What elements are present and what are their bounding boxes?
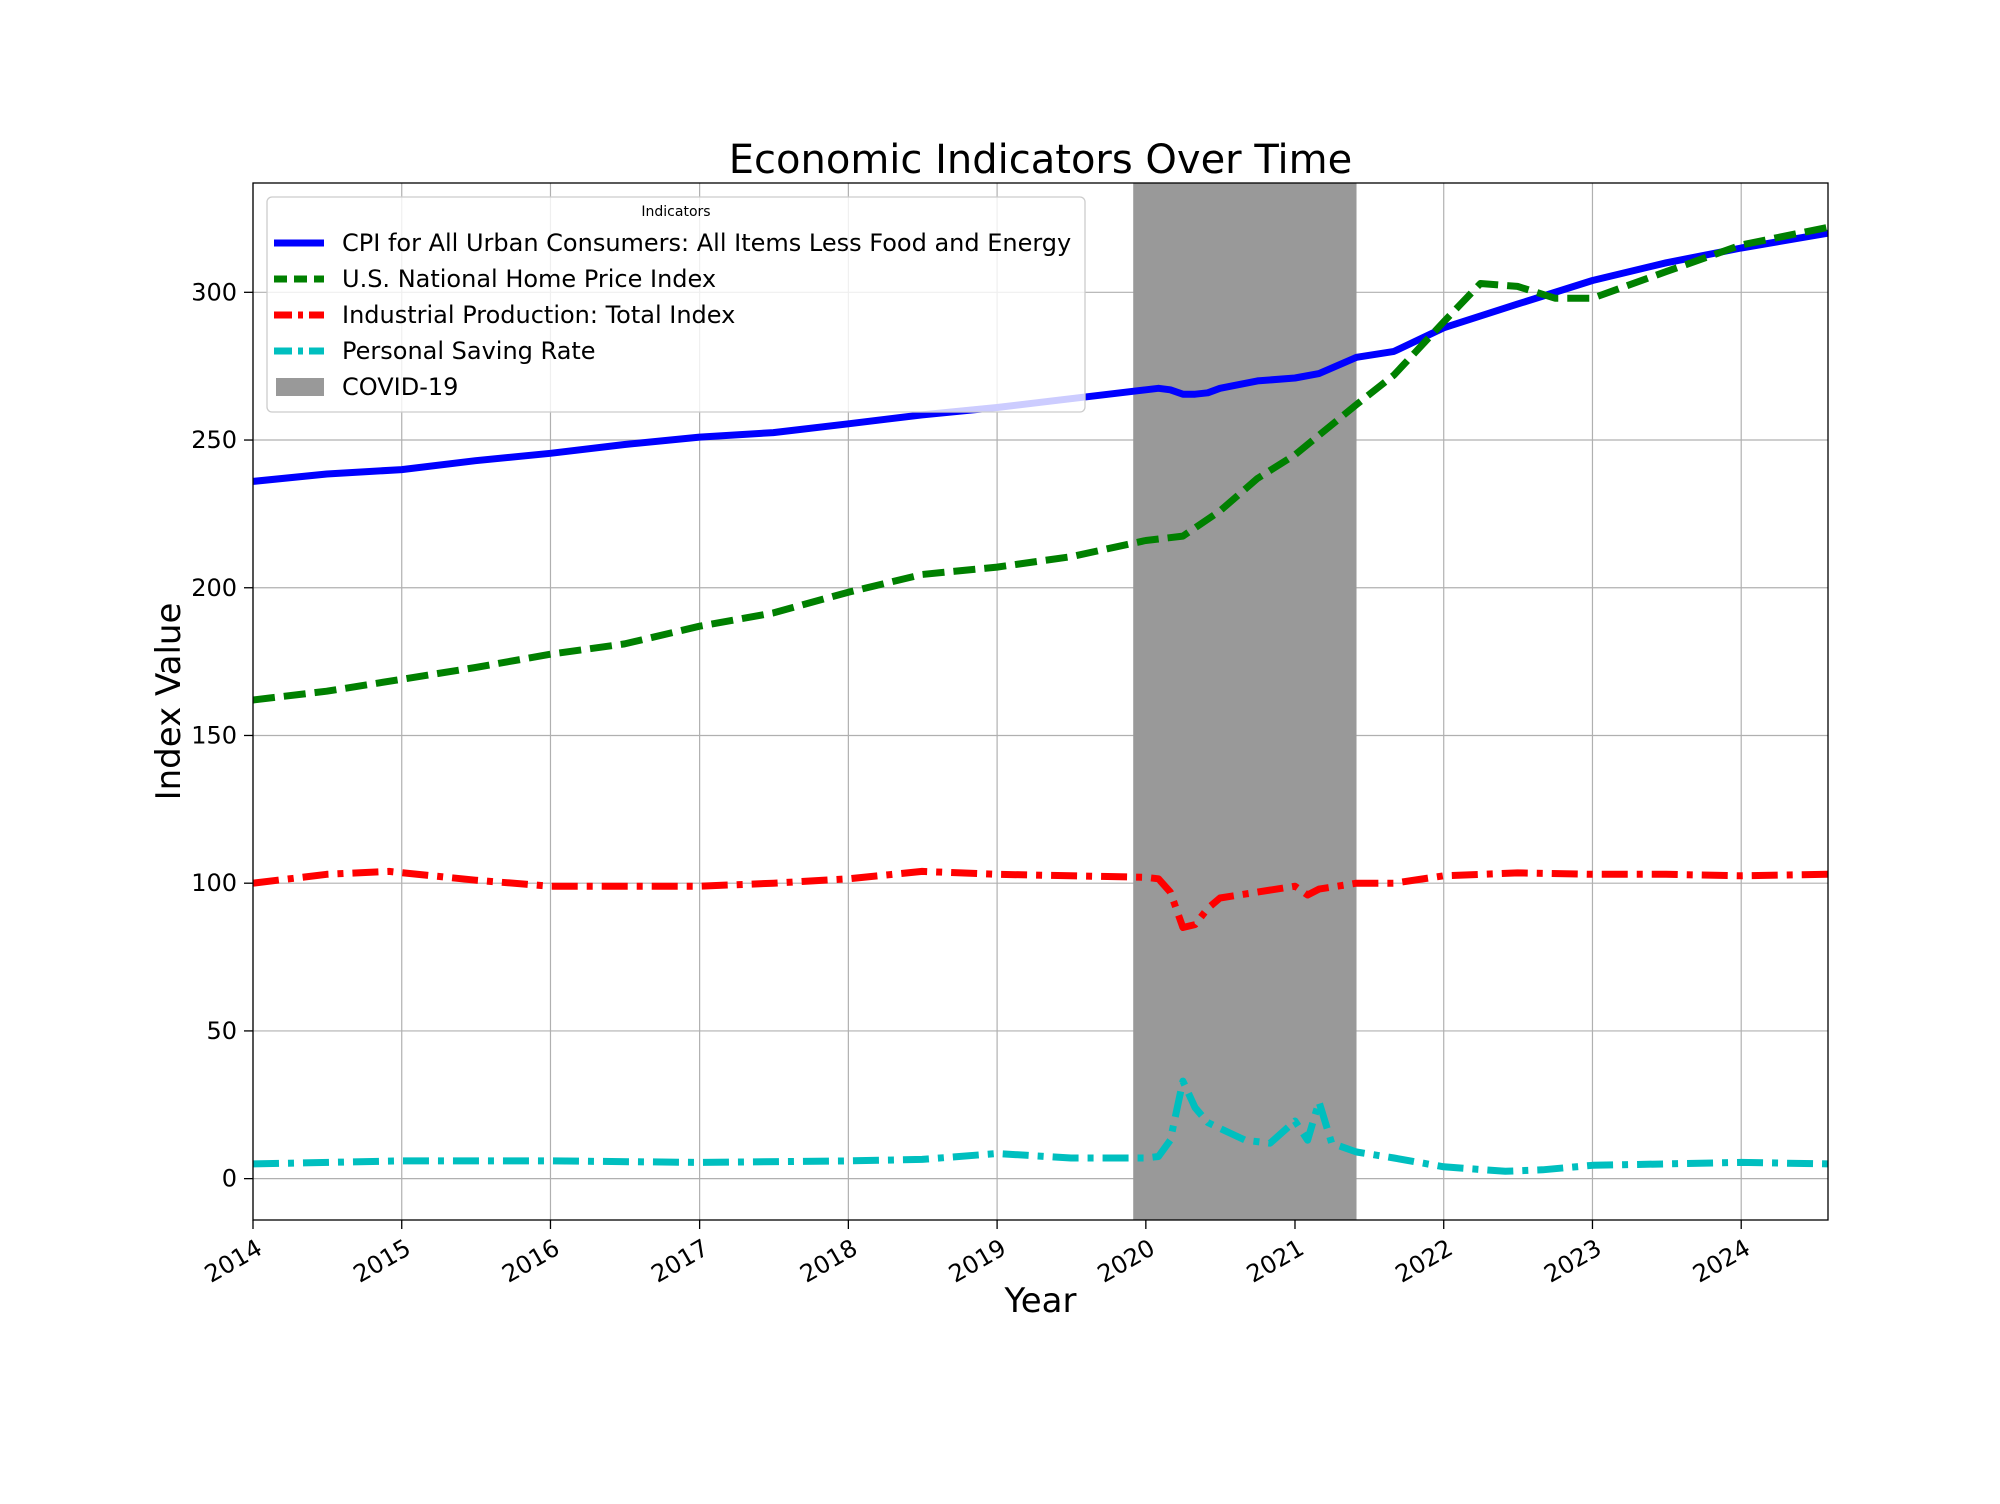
y-tick-label: 0 — [222, 1165, 237, 1193]
legend-title: Indicators — [641, 204, 710, 220]
legend-entry-label: COVID-19 — [342, 373, 458, 401]
covid-shaded-region — [1133, 183, 1357, 1220]
chart-title: Economic Indicators Over Time — [729, 137, 1352, 183]
x-tick-label: 2021 — [1242, 1234, 1309, 1289]
plot-frame — [252, 182, 1829, 1221]
series-line-3 — [252, 867, 1829, 931]
legend-entry-label: CPI for All Urban Consumers: All Items L… — [342, 229, 1071, 257]
legend-entry-label: Personal Saving Rate — [342, 337, 596, 365]
y-tick-label: 250 — [191, 426, 237, 454]
x-tick-label: 2018 — [795, 1234, 862, 1289]
y-axis-label: Index Value — [149, 603, 189, 801]
series-line-2 — [252, 223, 1829, 704]
covid-region-band — [1133, 183, 1357, 1220]
y-tick-label: 150 — [191, 721, 237, 749]
series-line-1 — [252, 229, 1829, 485]
y-tick-label: 50 — [206, 1017, 237, 1045]
x-tick-label: 2014 — [200, 1234, 267, 1289]
y-tick-label: 100 — [191, 869, 237, 897]
legend-box — [266, 196, 1086, 413]
y-tick-label: 200 — [191, 574, 237, 602]
legend-entry-label: U.S. National Home Price Index — [342, 265, 716, 293]
x-tick-label: 2017 — [647, 1234, 714, 1289]
legend: Indicators CPI for All Urban Consumers: A… — [266, 196, 1086, 413]
x-tick-label: 2024 — [1688, 1234, 1755, 1289]
axes: 2014 2015 2016 2017 2018 2019 2020 2021 2022 2023… — [191, 278, 1755, 1288]
series-lines — [252, 223, 1829, 1175]
legend-entry-label: Industrial Production: Total Index — [342, 301, 735, 329]
x-tick-label: 2022 — [1391, 1234, 1458, 1289]
x-tick-label: 2020 — [1093, 1234, 1160, 1289]
x-tick-label: 2019 — [944, 1234, 1011, 1289]
legend-swatch-patch — [276, 378, 324, 396]
y-tick-label: 300 — [191, 278, 237, 306]
x-axis-label: Year — [1004, 1281, 1077, 1321]
series-line-4 — [252, 1077, 1829, 1175]
x-tick-label: 2015 — [349, 1234, 416, 1289]
x-tick-label: 2023 — [1539, 1234, 1606, 1289]
x-tick-label: 2016 — [497, 1234, 564, 1289]
